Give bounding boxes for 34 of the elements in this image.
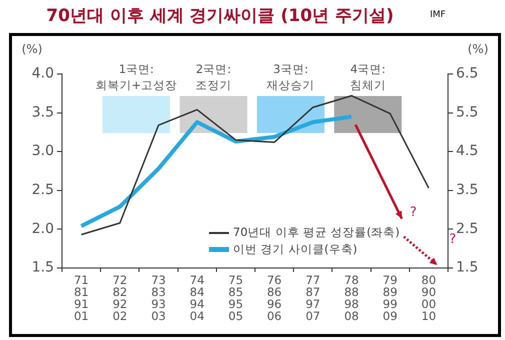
x-tick-label: 79 89 99 09	[382, 273, 398, 324]
legend-label: 이번 경기 사이클(우축)	[233, 241, 358, 258]
x-tick-label: 75 85 95 05	[228, 273, 244, 324]
y2-tick-label: 6.5	[456, 66, 478, 82]
band-label: 2국면: 조정기	[196, 62, 232, 92]
y-tick-label: 2.0	[32, 220, 54, 237]
annotation: ?	[410, 204, 417, 220]
band-label: 1국면: 회복기+고성장	[95, 62, 178, 92]
text: IMF	[430, 10, 446, 20]
y2-tick-label: 4.5	[456, 143, 478, 160]
y2-tick-label: 1.5	[456, 260, 478, 276]
band-label: 3국면: 재상승기	[266, 62, 315, 92]
x-tick-label: 78 88 98 08	[344, 273, 359, 324]
y-tick-label: 3.5	[32, 104, 54, 120]
x-tick-label: 74 84 94 04	[190, 273, 204, 324]
y2-tick-label: 3.5	[456, 182, 478, 198]
y2-tick-label: 2.5	[456, 220, 478, 237]
y2-axis-title: (%)	[468, 42, 488, 56]
x-tick-label: 71 81 91 01	[74, 273, 89, 324]
x-tick-label: 76 86 96 06	[266, 273, 282, 324]
y-tick-label: 1.5	[32, 260, 54, 276]
y-tick-label: 3.0	[32, 143, 54, 160]
y-axis-title: (%)	[22, 42, 42, 56]
text: ?	[449, 232, 456, 247]
x-tick-label: 72 82 92 02	[112, 273, 128, 324]
band-label: 4국면: 침체기	[350, 62, 386, 92]
y-tick-label: 4.0	[32, 66, 54, 82]
y2-tick-label: 5.5	[456, 104, 478, 120]
chart-title: 70년대 이후 세계 경기싸이클 (10년 주기설)	[46, 6, 394, 26]
x-tick-label: 80 90 00 10	[421, 273, 436, 324]
x-tick-label: 77 87 97 07	[306, 273, 320, 324]
legend-label: 70년대 이후 평균 성장률(좌축)	[233, 224, 400, 241]
x-tick-label: 73 83 93 03	[151, 273, 166, 324]
y-tick-label: 2.5	[32, 182, 54, 198]
